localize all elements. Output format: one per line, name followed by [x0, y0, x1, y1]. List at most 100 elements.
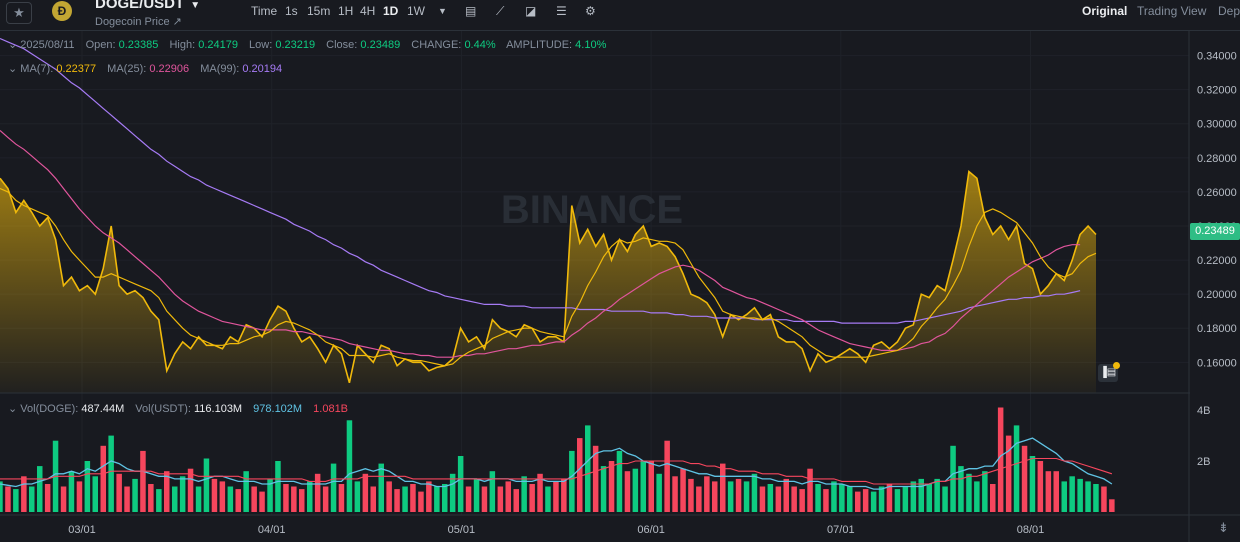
time-tick-label: 07/01 [827, 524, 855, 536]
ma99-label: MA(99): [200, 63, 240, 75]
volume-bar [759, 486, 766, 512]
low-value: 0.23219 [275, 39, 316, 51]
timeframe-1d[interactable]: 1D [383, 4, 399, 18]
current-price-tag: 0.23489 [1190, 223, 1240, 240]
timeframe-15m[interactable]: 15m [307, 4, 331, 18]
ohlc-legend: ⌄ 2025/08/11 Open: 0.23385 High: 0.24179… [8, 38, 614, 51]
price-link[interactable]: Dogecoin Price ↗ [95, 16, 182, 28]
volume-bar [402, 486, 408, 512]
volume-axis: 4B 2B [1197, 405, 1210, 468]
vol-ma2-value: 1.081B [313, 403, 349, 415]
volume-bar [577, 438, 583, 512]
timeframe-1w[interactable]: 1W [407, 4, 425, 18]
time-axis: 03/01 04/01 05/01 06/01 07/01 08/01 [68, 524, 1044, 536]
volume-bar [775, 486, 782, 512]
price-tick-label: 0.20000 [1197, 289, 1237, 301]
timeframe-1h[interactable]: 1H [338, 4, 354, 18]
volume-bar [664, 440, 670, 512]
price-line [0, 169, 1097, 384]
volume-bar [449, 473, 456, 512]
volume-bar [1013, 425, 1020, 512]
timeframe-time[interactable]: Time [251, 4, 278, 18]
volume-bar [839, 484, 845, 512]
pair-selector[interactable]: DOGE/USDT ▼ [95, 0, 200, 12]
volume-bar [902, 486, 909, 512]
volume-bar [76, 481, 83, 512]
price-tick-label: 0.22000 [1197, 255, 1237, 267]
collapse-chevron-icon[interactable]: ⌄ [8, 403, 18, 415]
volume-bar [251, 486, 257, 512]
ma25-value: 0.22906 [149, 63, 190, 75]
settings-gear-icon[interactable]: ⚙ [585, 4, 596, 18]
volume-bar [513, 489, 519, 512]
volume-bar [926, 484, 932, 512]
volume-bar [831, 481, 837, 512]
price-tick-label: 0.18000 [1197, 323, 1237, 335]
layout-icon[interactable]: ☰ [556, 4, 567, 18]
volume-bar [585, 425, 591, 512]
ma25-label: MA(25): [107, 63, 147, 75]
volume-bar [990, 484, 996, 512]
volume-bar [656, 473, 662, 512]
volume-bar [751, 473, 758, 512]
volume-bar [259, 491, 265, 512]
timeframe-1s[interactable]: 1s [285, 4, 298, 18]
price-tick-label: 0.16000 [1197, 357, 1237, 369]
volume-bar [974, 481, 980, 512]
volume-bar [426, 481, 432, 512]
volume-bar [1045, 471, 1052, 512]
scroll-to-latest-icon[interactable]: ▐▤ [1098, 364, 1118, 382]
axis-settings-icon[interactable]: ⇟ [1218, 520, 1229, 535]
volume-bar [592, 445, 599, 512]
doge-coin-icon: Ð [52, 1, 72, 21]
volume-bar [886, 484, 893, 512]
ma99-value: 0.20194 [242, 63, 283, 75]
view-trading-view[interactable]: Trading View [1137, 4, 1207, 18]
volume-bar [1037, 461, 1044, 512]
volume-bar [815, 484, 821, 512]
favorite-star-icon[interactable]: ★ [6, 2, 32, 24]
vol-doge-value: 487.44M [81, 403, 125, 415]
volume-bar [1093, 484, 1099, 512]
volume-bar [370, 486, 376, 512]
volume-bar [1077, 478, 1083, 512]
volume-bar [434, 486, 440, 512]
high-value: 0.24179 [198, 39, 238, 51]
indicator-icon[interactable]: ⟋ [496, 4, 505, 18]
timeframe-4h[interactable]: 4H [360, 4, 376, 18]
collapse-chevron-icon[interactable]: ⌄ [8, 63, 18, 75]
volume-bar [219, 481, 226, 512]
ma25-line [0, 130, 1081, 358]
volume-bar [847, 486, 853, 512]
ma7-value: 0.22377 [56, 63, 97, 75]
volume-bar [1101, 486, 1107, 512]
time-tick-label: 05/01 [448, 524, 476, 536]
volume-bar [21, 476, 27, 512]
binance-watermark: BINANCE [501, 188, 683, 232]
volume-bar [338, 484, 345, 512]
volume-bar [966, 473, 972, 512]
view-original[interactable]: Original [1082, 4, 1128, 18]
volume-bar [958, 466, 964, 512]
ma7-label: MA(7): [20, 63, 54, 75]
volume-bar [712, 481, 718, 512]
volume-bar [616, 450, 623, 512]
volume-bar [291, 486, 297, 512]
more-timeframes-chevron-icon[interactable]: ▼ [438, 6, 447, 16]
open-value: 0.23385 [118, 39, 159, 51]
volume-bar [942, 486, 948, 512]
volume-bar [211, 478, 218, 512]
collapse-chevron-icon[interactable]: ⌄ [8, 39, 18, 51]
volume-bars [0, 407, 1115, 512]
volume-bar [283, 484, 289, 512]
volume-bar [29, 486, 35, 512]
volume-bar [68, 471, 75, 512]
volume-bar [720, 463, 726, 512]
volume-bar [172, 486, 178, 512]
view-depth[interactable]: Dept [1218, 4, 1240, 18]
candle-type-icon[interactable]: ▤ [465, 4, 477, 18]
drawing-icon[interactable]: ◪ [525, 4, 537, 18]
volume-bar [600, 466, 607, 512]
volume-bar [878, 486, 885, 512]
